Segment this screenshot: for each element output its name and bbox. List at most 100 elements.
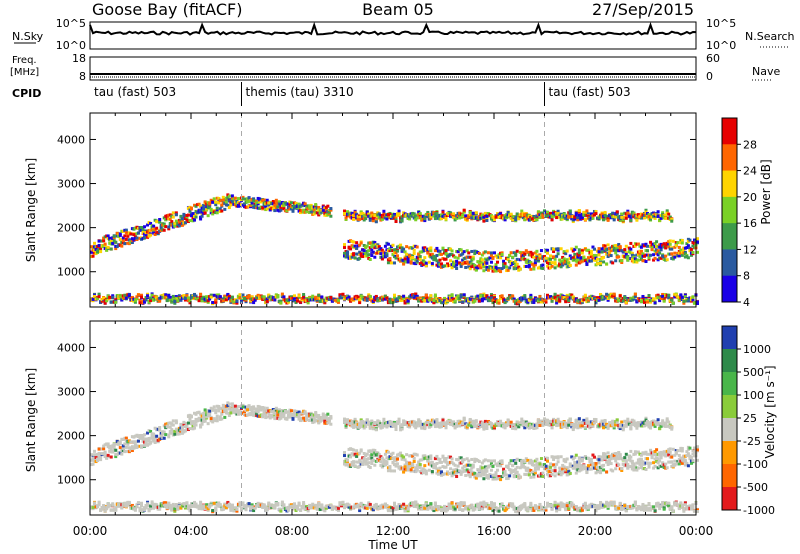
power-cell	[341, 292, 345, 296]
power-cell	[577, 248, 581, 252]
power-cell	[94, 252, 98, 256]
power-cell	[120, 298, 124, 302]
power-cell	[135, 297, 139, 301]
noise-left-tick-top: 10^5	[56, 17, 86, 30]
power-cell	[346, 210, 350, 214]
power-cell	[135, 238, 139, 242]
power-cell	[553, 266, 557, 270]
power-cell	[208, 297, 212, 301]
power-cell	[147, 231, 151, 235]
power-cell	[555, 216, 559, 220]
power-cell	[106, 237, 110, 241]
velocity-cell	[212, 405, 216, 409]
power-cell	[314, 205, 318, 209]
power-cell	[305, 299, 309, 303]
power-cell	[589, 259, 593, 263]
velocity-cell	[227, 402, 231, 406]
power-cell	[280, 201, 284, 205]
power-cell	[396, 254, 400, 258]
power-cell	[482, 219, 486, 223]
power-cell	[276, 294, 280, 298]
power-cell	[205, 297, 209, 301]
power-cell	[373, 255, 377, 259]
power-cell	[580, 216, 584, 220]
power-cell	[511, 294, 515, 298]
power-cell	[99, 246, 103, 250]
power-cell	[297, 202, 301, 206]
power-cell	[577, 209, 581, 213]
power-cell	[194, 209, 198, 213]
velocity-cell	[127, 502, 131, 506]
power-cell	[658, 251, 662, 255]
power-cell	[159, 296, 163, 300]
colorbar-tick-label: 4	[743, 296, 750, 309]
power-cell	[564, 252, 568, 256]
power-cell	[233, 196, 237, 200]
power-cell	[106, 234, 110, 238]
power-cell	[212, 197, 216, 201]
power-cell	[594, 212, 598, 216]
power-cell	[515, 262, 519, 266]
power-cell	[94, 248, 98, 252]
power-cell	[291, 204, 295, 208]
power-cell	[141, 237, 145, 241]
power-cell	[191, 219, 195, 223]
velocity-cell	[209, 503, 213, 507]
power-cell	[312, 208, 316, 212]
power-cell	[158, 229, 162, 233]
power-cell	[386, 242, 390, 246]
power-cell	[226, 193, 230, 197]
power-cell	[423, 217, 427, 221]
power-cell	[312, 205, 316, 209]
power-cell	[285, 298, 289, 302]
power-cell	[274, 198, 278, 202]
power-cell	[224, 203, 228, 207]
power-cell	[270, 201, 274, 205]
power-cell	[197, 209, 201, 213]
power-cell	[268, 206, 272, 210]
y-tick-label: 1000	[57, 266, 85, 279]
colorbar-segment	[722, 144, 737, 172]
power-cell	[523, 252, 527, 256]
power-cell	[120, 229, 124, 233]
power-cell	[149, 233, 153, 237]
power-cell	[152, 229, 156, 233]
power-cell	[135, 232, 139, 236]
power-cell	[132, 227, 136, 231]
power-cell	[282, 295, 286, 299]
power-cell	[359, 252, 363, 256]
power-cell	[556, 252, 560, 256]
power-cell	[612, 292, 616, 296]
power-cell	[286, 299, 290, 303]
power-cell	[365, 298, 369, 302]
power-cell	[220, 209, 224, 213]
velocity-cell	[136, 501, 140, 505]
power-cell	[433, 293, 437, 297]
power-cell	[250, 201, 254, 205]
power-cell	[236, 201, 240, 205]
power-cell	[241, 203, 245, 207]
power-cell	[252, 299, 256, 303]
velocity-cell	[111, 503, 115, 507]
velocity-cell	[200, 422, 204, 426]
colorbar-tick-label: 28	[743, 138, 757, 151]
power-cell	[111, 241, 115, 245]
power-cell	[182, 214, 186, 218]
power-cell	[199, 296, 203, 300]
power-cell	[661, 294, 665, 298]
power-cell	[394, 220, 398, 224]
power-cell	[344, 251, 348, 255]
beam-title: Beam 05	[362, 0, 434, 19]
power-cell	[124, 294, 128, 298]
velocity-cell	[114, 448, 118, 452]
power-cell	[367, 249, 371, 253]
power-cell	[282, 202, 286, 206]
power-cell	[314, 210, 318, 214]
power-cell	[133, 237, 137, 241]
freq-tick-top: 18	[72, 52, 86, 65]
power-cell	[462, 250, 466, 254]
power-cell	[255, 201, 259, 205]
power-cell	[180, 223, 184, 227]
velocity-cell	[189, 414, 193, 418]
velocity-cell	[155, 434, 159, 438]
